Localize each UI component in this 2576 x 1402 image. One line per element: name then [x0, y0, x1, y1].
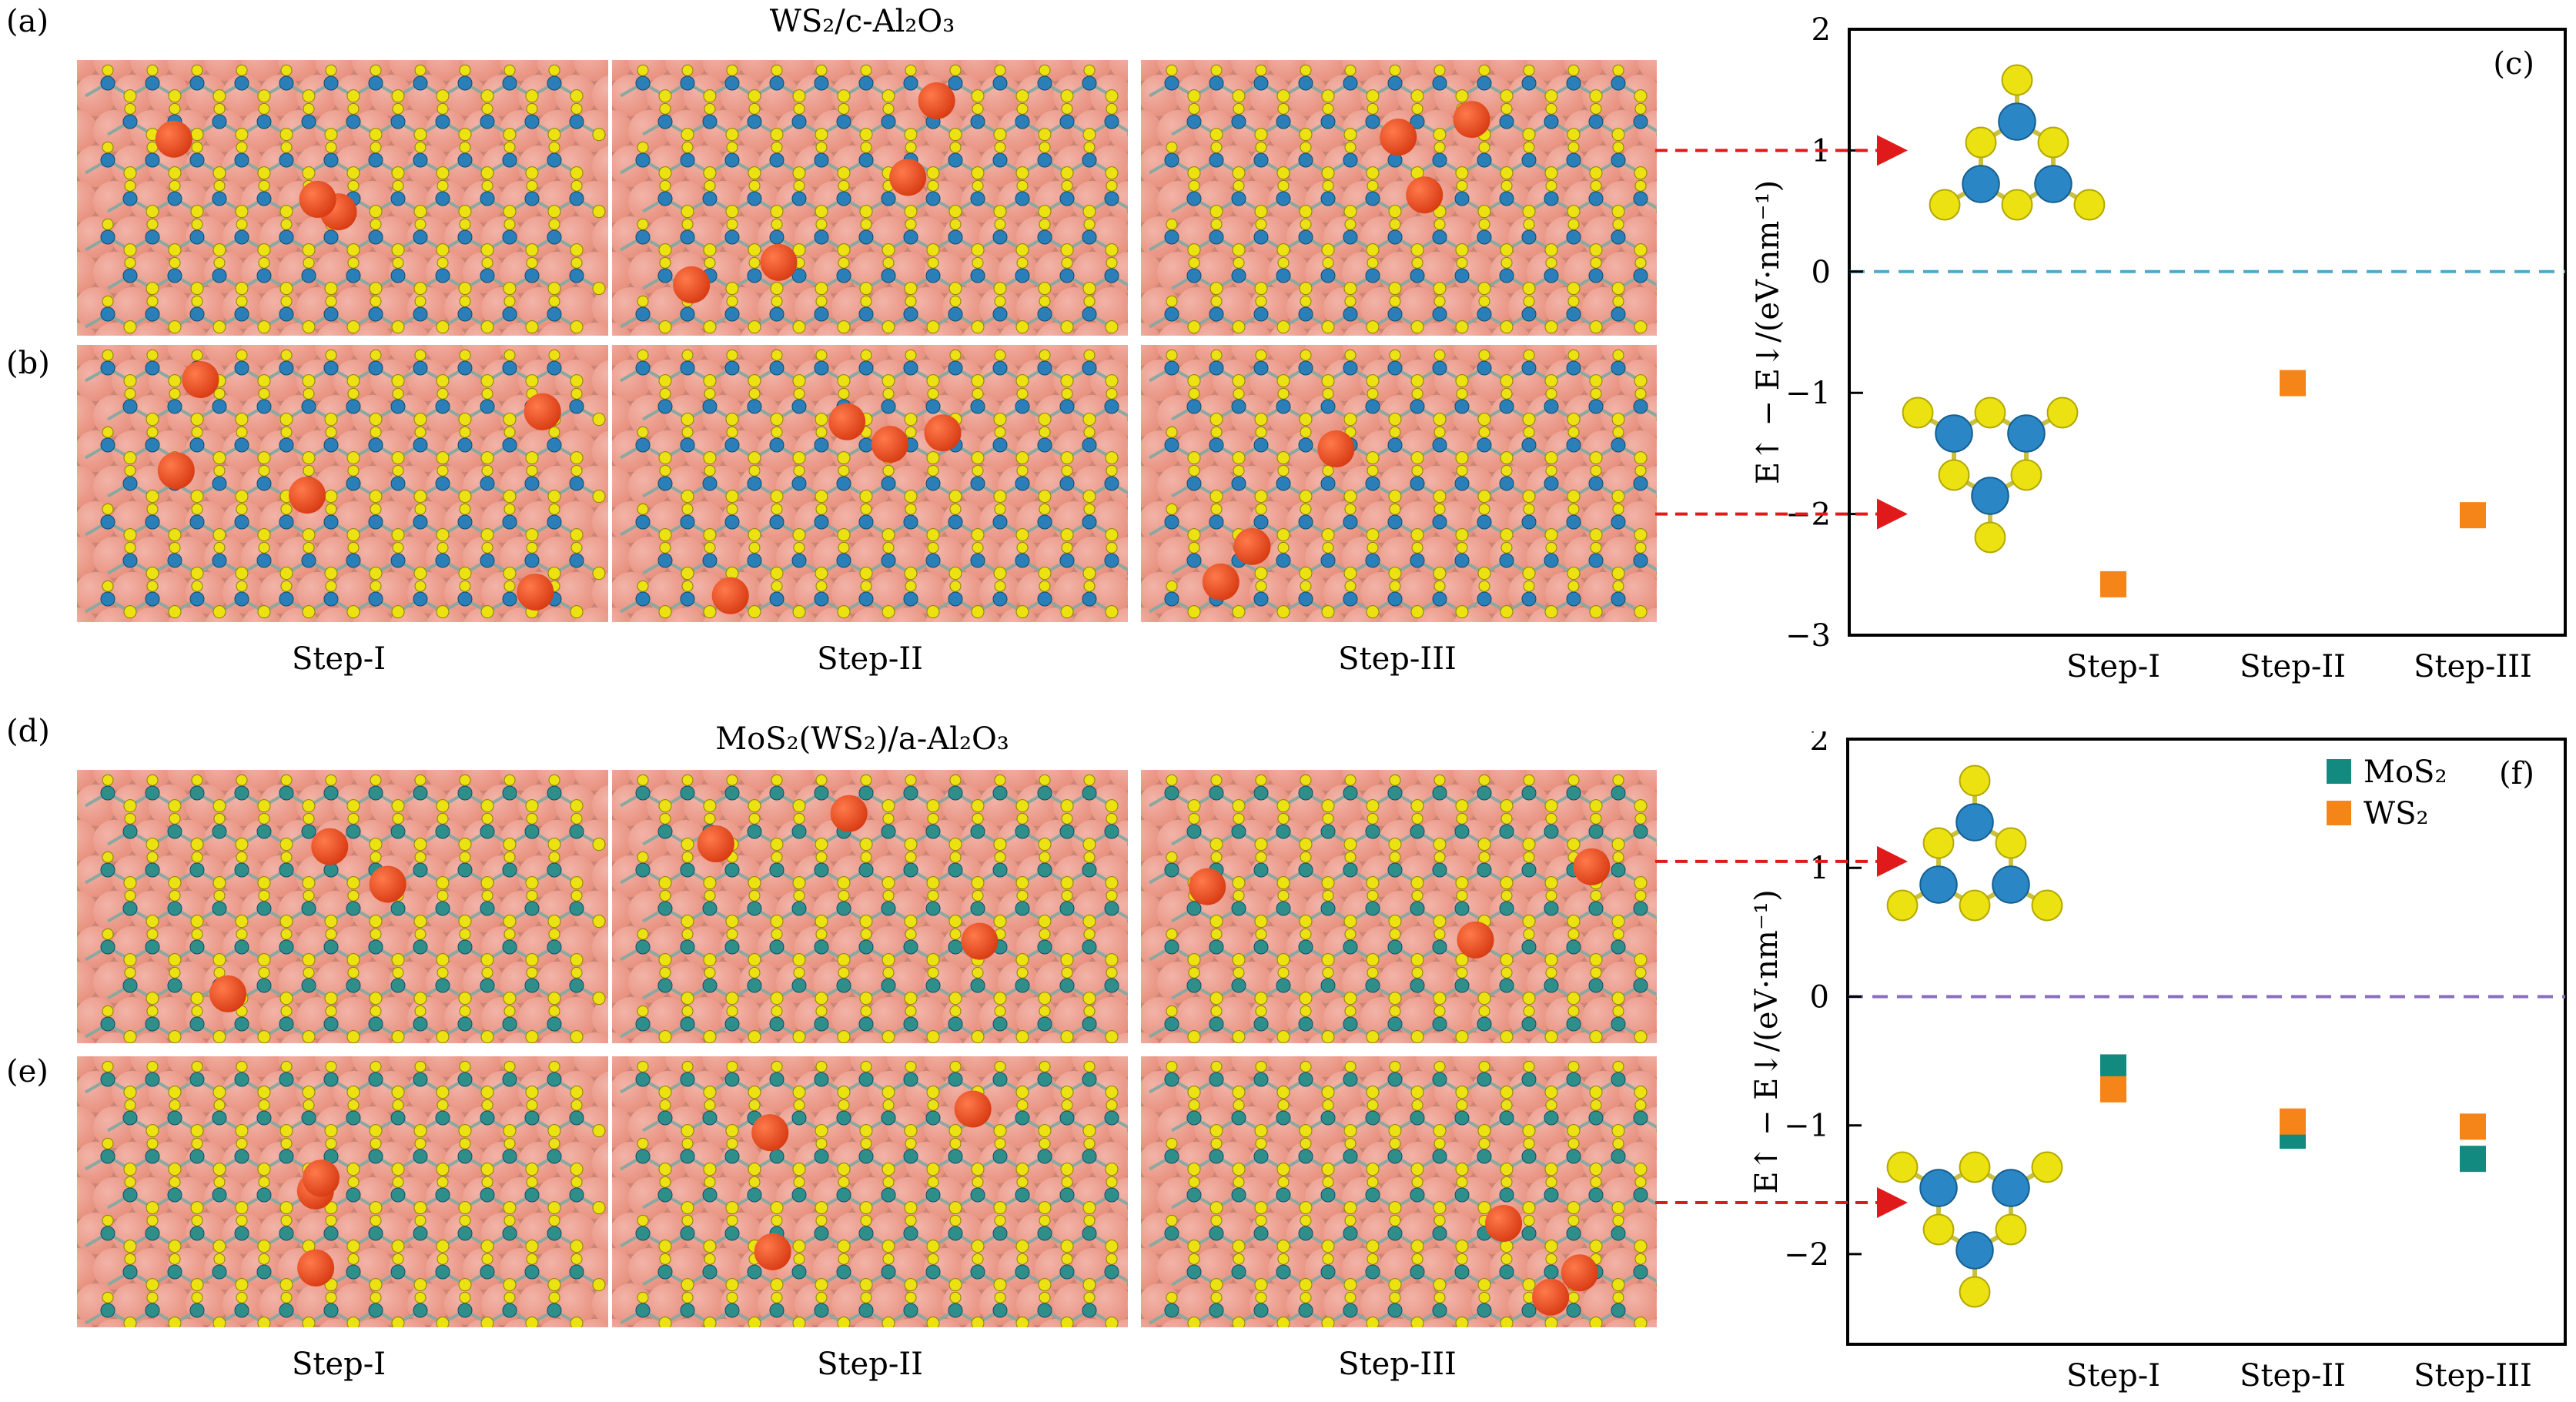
y-tick-label: 0	[1812, 255, 1831, 290]
plot-frame	[1848, 28, 2567, 637]
step-label-bottom-1: Step-I	[291, 1347, 386, 1382]
title-top: WS₂/c-Al₂O₃	[769, 4, 955, 39]
panel-a-step3	[1141, 60, 1657, 336]
step-label-top-3: Step-III	[1338, 641, 1457, 677]
connector-arrows	[1655, 135, 1908, 1219]
plot-frame	[1846, 738, 2567, 1346]
marker-series-2	[2280, 370, 2306, 397]
x-tick-label: Step-III	[2414, 649, 2532, 684]
x-tick-label: Step-I	[2066, 1358, 2160, 1394]
panel-a-step2	[612, 60, 1128, 336]
panel-e-step3	[1141, 1056, 1657, 1327]
x-tick-label: Step-II	[2240, 649, 2346, 684]
y-tick-label: 0	[1810, 979, 1829, 1015]
x-tick-label: Step-II	[2240, 1358, 2346, 1394]
x-tick-label: Step-I	[2066, 649, 2160, 684]
y-tick-label: −1	[1784, 1109, 1829, 1144]
step-label-bottom-3: Step-III	[1338, 1347, 1457, 1382]
y-tick-label: −1	[1785, 376, 1831, 411]
step-label-top-1: Step-I	[291, 641, 386, 677]
panel-e-step2	[612, 1056, 1128, 1327]
step-label-bottom-2: Step-II	[817, 1347, 923, 1382]
label-d: (d)	[6, 714, 50, 749]
legend-swatch	[2327, 759, 2351, 784]
legend-label: MoS₂	[2364, 755, 2447, 790]
panel-d-step3	[1141, 770, 1657, 1043]
y-tick-label: 1	[1810, 851, 1829, 886]
panel-annotation: (f)	[2499, 756, 2534, 791]
label-e: (e)	[6, 1054, 49, 1089]
marker-mos-1	[2100, 1054, 2126, 1081]
y-tick-label: 2	[1810, 731, 1829, 758]
panel-b-step1	[77, 345, 608, 622]
legend-swatch	[2327, 801, 2351, 825]
marker-ws-3	[2460, 1113, 2486, 1140]
title-bottom: MoS₂(WS₂)/a-Al₂O₃	[715, 721, 1009, 757]
y-axis-label: E↑ − E↓/(eV·nm⁻¹)	[1751, 180, 1786, 484]
panel-d-step2	[612, 770, 1128, 1043]
marker-mos-3	[2460, 1146, 2486, 1173]
y-axis-label: E↑ − E↓/(eV·nm⁻¹)	[1749, 889, 1785, 1193]
chart-f: −2 −1 0 1 2 Step-I Step-II Step-III E↑ − E↓/(eV·…	[1749, 731, 2567, 1394]
y-tick-label: 2	[1812, 15, 1831, 48]
panel-e-step1	[77, 1056, 608, 1327]
y-tick-label: −2	[1784, 1237, 1829, 1273]
marker-series-3	[2460, 502, 2486, 529]
panel-b-step3	[1141, 345, 1657, 622]
panel-a-step1	[77, 60, 608, 336]
label-a: (a)	[6, 4, 49, 39]
step-label-top-2: Step-II	[817, 641, 923, 677]
legend-label: WS₂	[2364, 796, 2429, 831]
marker-series-1	[2100, 571, 2126, 597]
label-b: (b)	[6, 346, 50, 381]
marker-ws-2	[2280, 1108, 2306, 1135]
y-tick-label: −3	[1785, 618, 1831, 654]
x-tick-label: Step-III	[2414, 1358, 2532, 1394]
panel-annotation: (c)	[2493, 46, 2534, 82]
panel-b-step2	[612, 345, 1128, 622]
panel-d-step1	[77, 770, 608, 1043]
marker-ws-1	[2100, 1076, 2126, 1103]
